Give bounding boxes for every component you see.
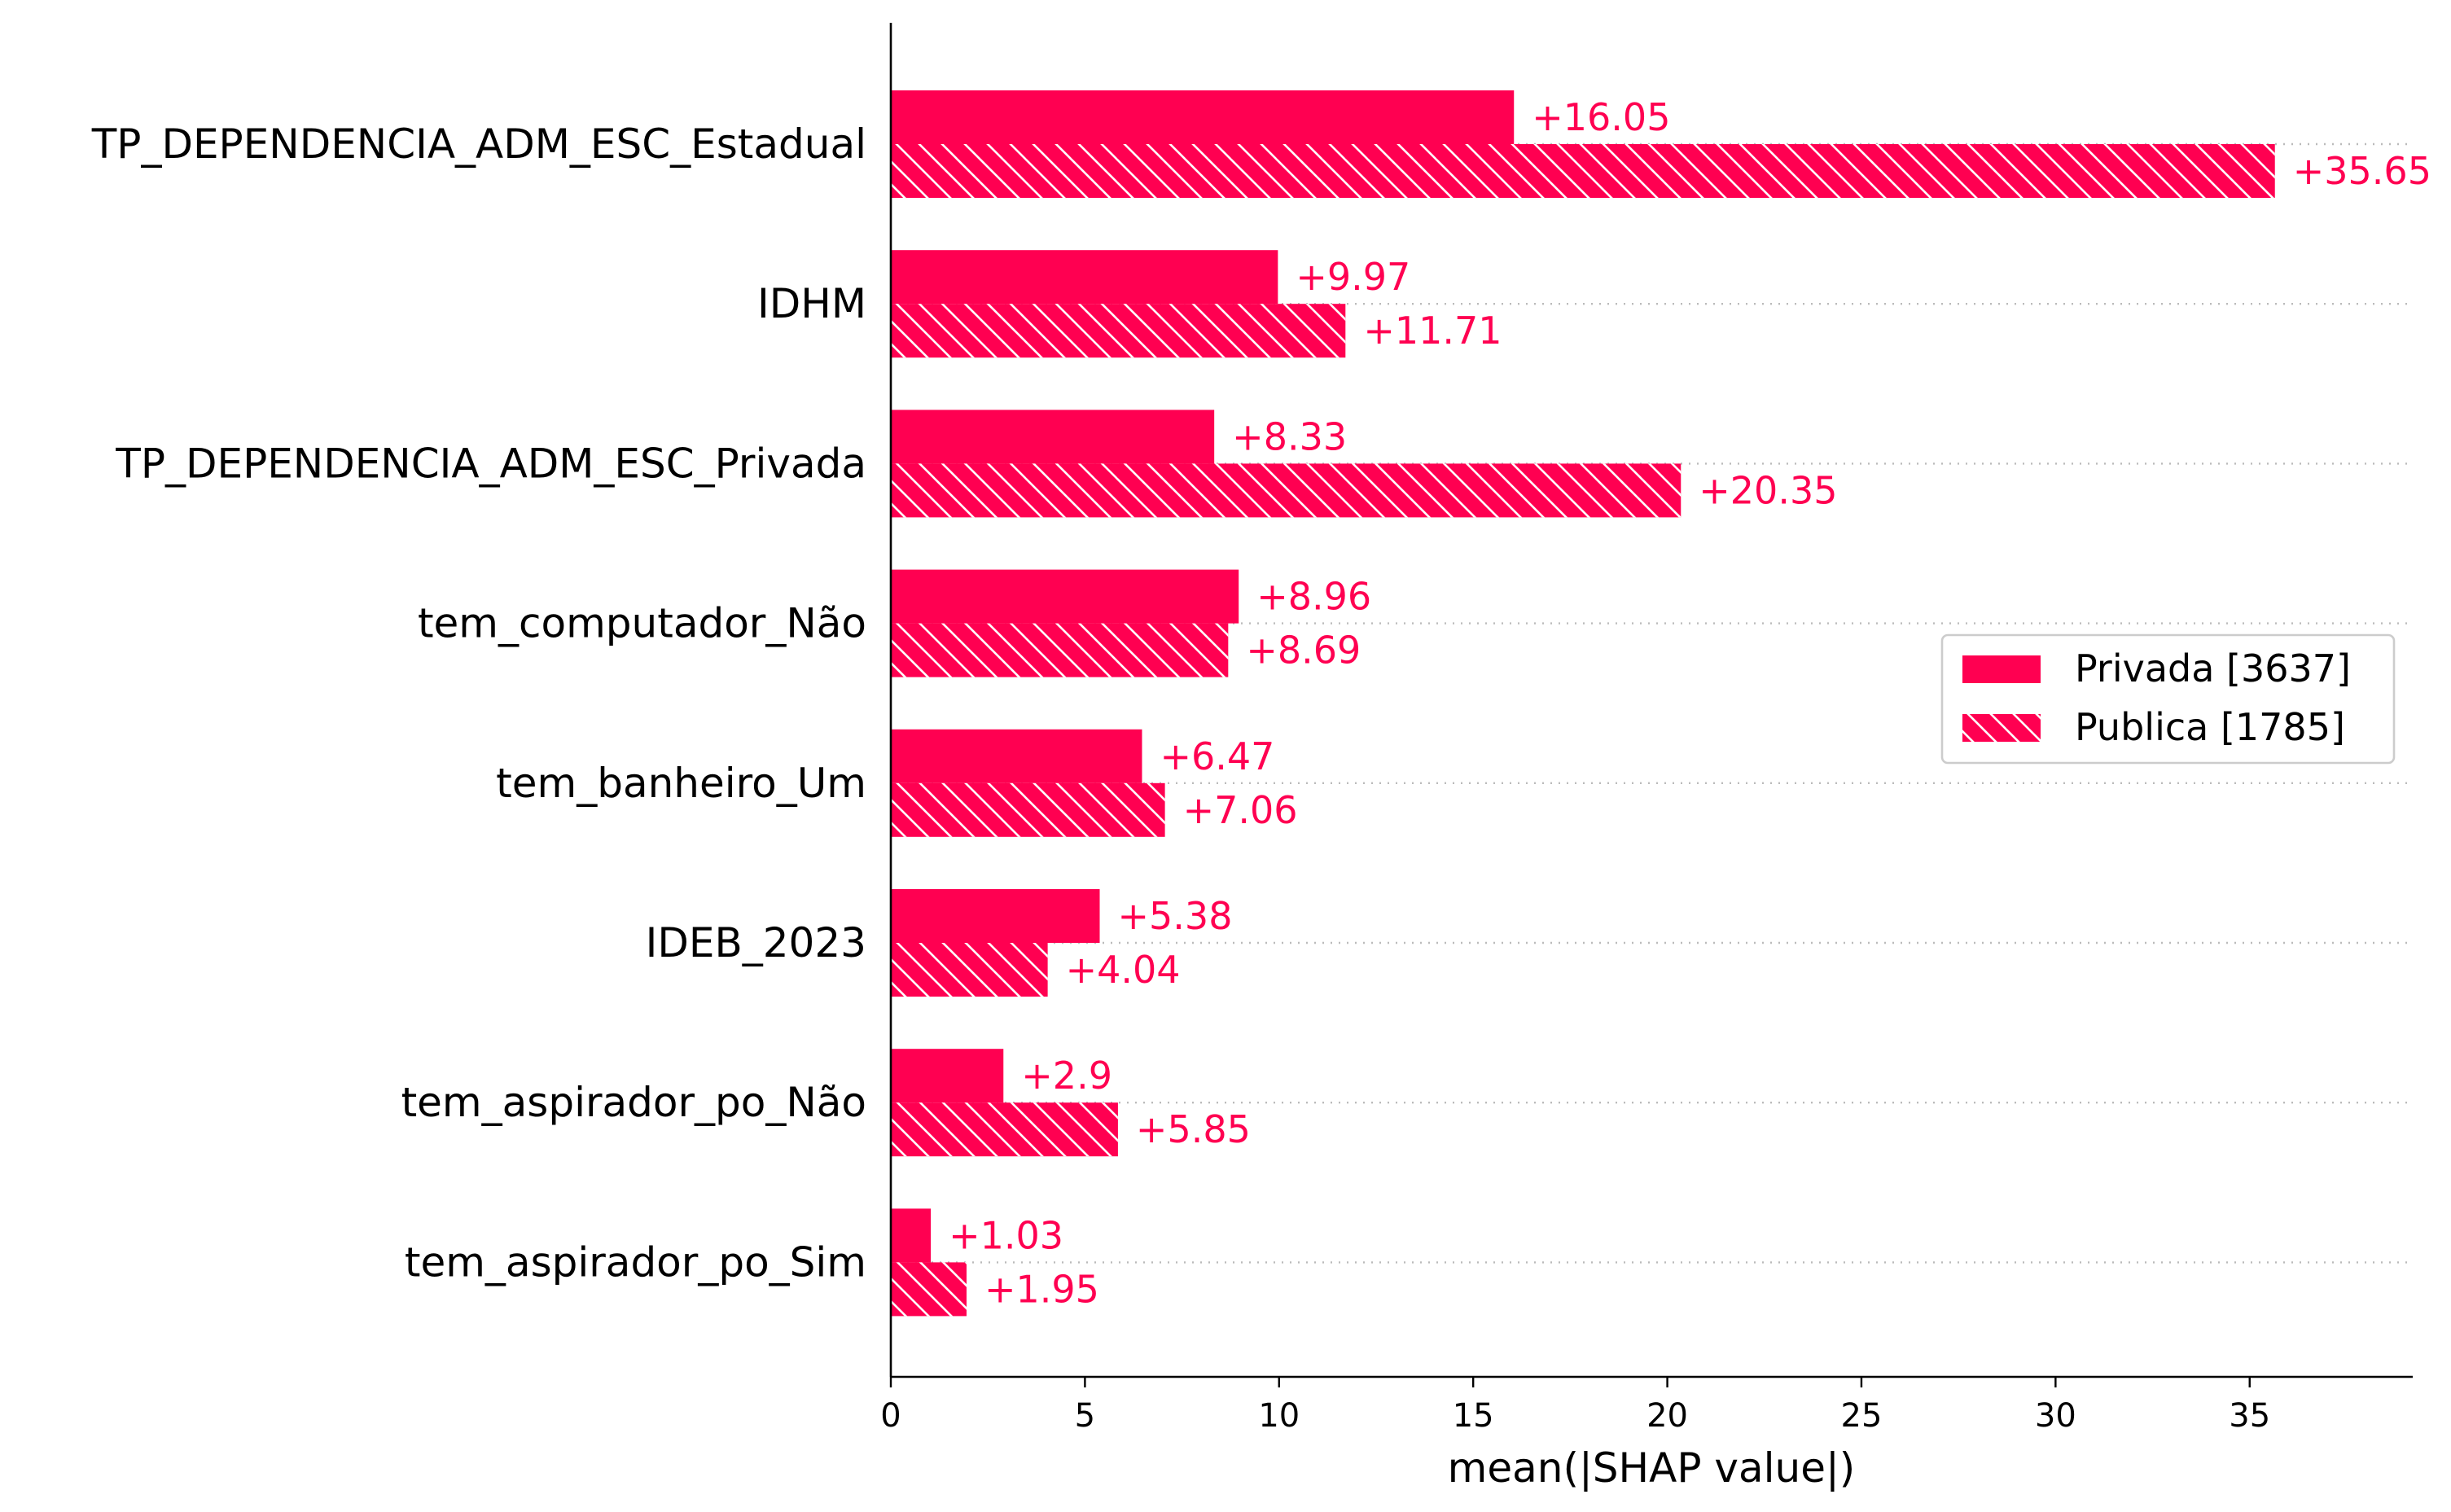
bar-publica-hatch <box>891 782 1165 837</box>
bar-publica-hatch <box>891 1262 967 1317</box>
bar-publica-hatch <box>891 1102 1118 1157</box>
x-ticks: 0 5 10 15 20 25 30 35 <box>880 1377 2270 1435</box>
y-category-label: tem_computador_Não <box>418 600 866 647</box>
bar-privada <box>891 1049 1004 1103</box>
x-axis-label: mean(|SHAP value|) <box>1448 1444 1856 1492</box>
data-label-publica: +4.04 <box>1066 948 1181 992</box>
bar-publica-hatch <box>891 943 1048 997</box>
x-tick-label: 20 <box>1646 1397 1688 1435</box>
data-label-privada: +2.9 <box>1021 1054 1112 1098</box>
legend-swatch-publica-hatch <box>1962 714 2041 742</box>
data-label-privada: +9.97 <box>1296 255 1410 299</box>
data-labels: +16.05 +35.65 +9.97 +11.71 +8.33 +20.35 +8.96 +… <box>949 95 2431 1311</box>
y-category-label: IDHM <box>757 280 866 327</box>
data-label-privada: +6.47 <box>1160 734 1274 778</box>
bar-privada <box>891 410 1215 464</box>
data-label-publica: +7.06 <box>1183 788 1298 832</box>
legend-swatch-privada <box>1962 655 2041 683</box>
data-label-privada: +8.33 <box>1232 414 1347 458</box>
y-category-label: TP_DEPENDENCIA_ADM_ESC_Estadual <box>91 121 866 168</box>
bars <box>891 90 2275 1317</box>
x-tick-label: 5 <box>1075 1397 1095 1435</box>
bar-publica-hatch <box>891 144 2275 198</box>
x-tick-label: 15 <box>1453 1397 1494 1435</box>
bar-privada <box>891 1208 932 1263</box>
data-label-privada: +5.38 <box>1118 894 1233 938</box>
legend-label-publica: Publica [1785] <box>2075 705 2345 749</box>
y-category-label: IDEB_2023 <box>646 919 866 966</box>
bar-privada <box>891 889 1100 943</box>
y-category-labels: TP_DEPENDENCIA_ADM_ESC_Estadual IDHM TP_DE… <box>91 121 866 1286</box>
x-tick-label: 35 <box>2229 1397 2270 1435</box>
bar-privada <box>891 250 1278 305</box>
x-tick-label: 10 <box>1258 1397 1300 1435</box>
axes <box>889 23 2413 1378</box>
data-label-privada: +1.03 <box>949 1213 1063 1257</box>
x-tick-label: 25 <box>1841 1397 1883 1435</box>
y-category-label: tem_banheiro_Um <box>496 760 866 807</box>
bar-publica-hatch <box>891 304 1346 358</box>
y-category-label: TP_DEPENDENCIA_ADM_ESC_Privada <box>115 440 866 487</box>
bar-privada <box>891 729 1142 783</box>
data-label-publica: +20.35 <box>1699 468 1837 512</box>
y-category-label: tem_aspirador_po_Sim <box>405 1238 866 1286</box>
bar-publica-hatch <box>891 623 1229 677</box>
bar-privada <box>891 569 1239 624</box>
bar-publica-hatch <box>891 463 1682 518</box>
x-tick-label: 30 <box>2035 1397 2076 1435</box>
data-label-privada: +16.05 <box>1532 95 1670 139</box>
legend-box <box>1940 633 2396 765</box>
data-label-privada: +8.96 <box>1256 575 1371 619</box>
data-label-publica: +1.95 <box>984 1267 1099 1311</box>
x-tick-label: 0 <box>880 1397 901 1435</box>
data-label-publica: +8.69 <box>1246 629 1361 673</box>
bar-privada <box>891 90 1515 144</box>
data-label-publica: +11.71 <box>1363 309 1502 353</box>
legend: Privada [3637] Publica [1785] <box>1940 633 2396 765</box>
legend-label-privada: Privada [3637] <box>2075 646 2351 690</box>
y-category-label: tem_aspirador_po_Não <box>401 1079 866 1126</box>
data-label-publica: +35.65 <box>2293 149 2431 193</box>
data-label-publica: +5.85 <box>1136 1107 1251 1151</box>
